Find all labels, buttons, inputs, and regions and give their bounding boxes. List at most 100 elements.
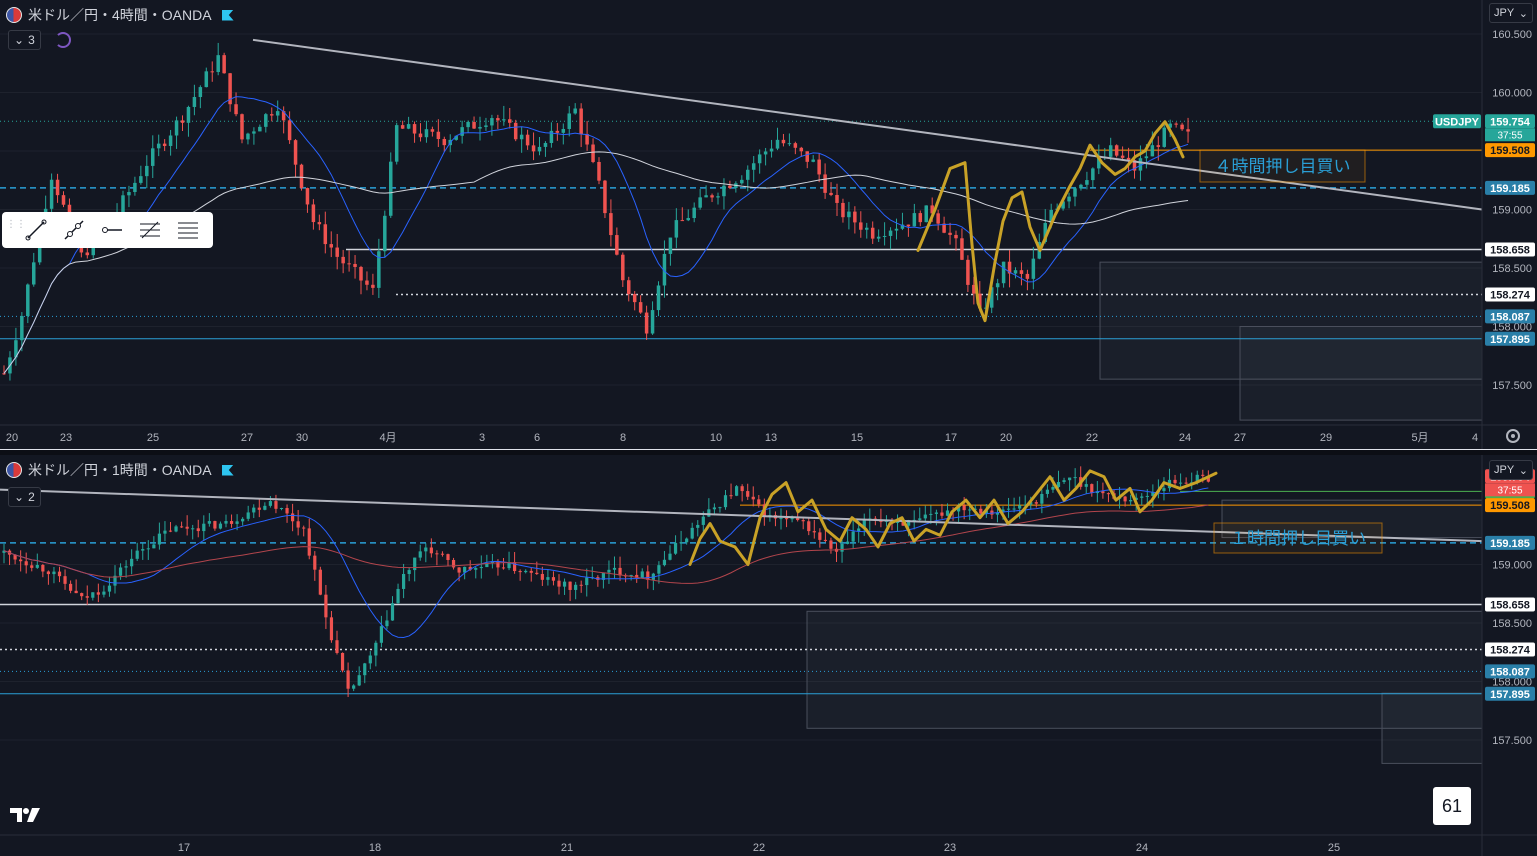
price-tag bbox=[1485, 242, 1535, 257]
candle-body bbox=[168, 530, 173, 532]
drag-handle-icon[interactable]: ⋮⋮ bbox=[6, 219, 26, 230]
candle-body bbox=[629, 574, 633, 576]
indicators-toggle-button[interactable]: ⌄ 3 bbox=[8, 30, 41, 50]
candle-body bbox=[218, 523, 223, 529]
candle-body bbox=[185, 526, 189, 529]
chart-pane-1h[interactable]: １時間押し目買い 159.000 158.500 158.000 157.500 159.… bbox=[0, 455, 1537, 856]
parallel-lines-tool[interactable] bbox=[172, 214, 204, 246]
candle-body bbox=[91, 592, 95, 598]
ray-tool[interactable] bbox=[58, 214, 90, 246]
settings-icon[interactable] bbox=[1506, 429, 1520, 443]
chart-pane-4h[interactable]: ４時間押し目買い160.500160.000159.500159.000158.… bbox=[0, 0, 1537, 449]
currency-button[interactable]: JPY ⌄ bbox=[1489, 3, 1533, 23]
candle-body bbox=[710, 195, 714, 198]
candle-body bbox=[281, 111, 286, 121]
candle-body bbox=[1126, 157, 1131, 161]
candle-body bbox=[222, 55, 226, 74]
candle-body bbox=[1120, 155, 1125, 158]
candle-body bbox=[216, 55, 220, 73]
flag-marker-icon[interactable] bbox=[221, 9, 234, 21]
candle-body bbox=[513, 122, 518, 140]
time-axis-label: 29 bbox=[1320, 432, 1332, 444]
candle-body bbox=[936, 213, 940, 224]
candle-body bbox=[657, 565, 661, 574]
candle-body bbox=[371, 284, 375, 288]
chart-canvas-1h[interactable]: １時間押し目買い 159.000 158.500 158.000 157.500 159.… bbox=[0, 455, 1537, 856]
candle-body bbox=[1001, 509, 1005, 513]
candle-body bbox=[204, 71, 209, 88]
price-tag-label: 157.895 bbox=[1490, 334, 1530, 346]
symbol-legend[interactable]: 米ドル／円・4時間・OANDA bbox=[6, 5, 234, 25]
candle-body bbox=[1085, 180, 1089, 185]
candle-body bbox=[52, 571, 56, 575]
candle-body bbox=[424, 547, 428, 552]
candle-body bbox=[615, 235, 619, 255]
candle-body bbox=[668, 237, 673, 254]
chart-canvas-4h[interactable]: ４時間押し目買い160.500160.000159.500159.000158.… bbox=[0, 0, 1537, 449]
candle-body bbox=[799, 147, 804, 152]
candle-body bbox=[317, 222, 322, 225]
candle-body bbox=[662, 559, 667, 566]
candle-body bbox=[133, 182, 137, 193]
moving-average-slow bbox=[3, 504, 1209, 584]
candle-body bbox=[113, 575, 117, 586]
symbol-title[interactable]: 米ドル／円・1時間・OANDA bbox=[28, 462, 212, 478]
moving-average-fast bbox=[3, 96, 1189, 374]
candle-body bbox=[1001, 261, 1006, 284]
candle-body bbox=[2, 550, 6, 553]
candle-body bbox=[151, 148, 155, 166]
horizontal-ray-icon bbox=[102, 227, 122, 233]
candle-body bbox=[543, 142, 548, 147]
candle-body bbox=[490, 561, 494, 564]
symbol-legend[interactable]: 米ドル／円・1時間・OANDA bbox=[6, 460, 234, 480]
price-tag bbox=[1485, 535, 1535, 550]
indicators-toggle-button[interactable]: ⌄ 2 bbox=[8, 487, 41, 507]
time-axis-label: 21 bbox=[561, 842, 573, 854]
candle-body bbox=[152, 544, 156, 549]
price-axis-label: 160.000 bbox=[1492, 88, 1532, 100]
candle-body bbox=[656, 285, 661, 311]
candle-body bbox=[1056, 482, 1061, 488]
candle-body bbox=[1145, 495, 1149, 497]
annotation-box bbox=[1213, 522, 1383, 554]
candle-body bbox=[787, 143, 792, 145]
candle-body bbox=[531, 145, 536, 152]
candle-body bbox=[258, 126, 262, 132]
horizontal-ray-tool[interactable] bbox=[96, 214, 128, 246]
candle-body bbox=[1018, 505, 1022, 509]
candle-body bbox=[746, 491, 750, 497]
candle-body bbox=[673, 542, 678, 554]
tradingview-logo[interactable] bbox=[8, 805, 42, 825]
chevron-down-icon: ⌄ bbox=[1518, 464, 1528, 477]
candle-body bbox=[718, 507, 722, 509]
sync-icon[interactable] bbox=[54, 32, 71, 48]
candle-body bbox=[1140, 496, 1144, 498]
fib-tool[interactable] bbox=[134, 214, 166, 246]
currency-button[interactable]: JPY ⌄ bbox=[1489, 460, 1533, 480]
candle-body bbox=[435, 553, 439, 555]
candle-body bbox=[186, 106, 191, 123]
price-tag bbox=[1485, 664, 1535, 679]
candle-body bbox=[729, 495, 733, 497]
candle-body bbox=[1179, 482, 1183, 484]
candle-body bbox=[859, 222, 863, 230]
flag-marker-icon[interactable] bbox=[221, 464, 234, 476]
candle-body bbox=[518, 571, 522, 573]
pane-divider[interactable] bbox=[0, 449, 1537, 456]
symbol-title[interactable]: 米ドル／円・4時間・OANDA bbox=[28, 7, 212, 23]
candle-body bbox=[1012, 508, 1016, 510]
candle-body bbox=[707, 509, 711, 517]
candle-body bbox=[763, 151, 768, 155]
candle-body bbox=[906, 224, 911, 227]
candle-body bbox=[597, 161, 601, 181]
candle-body bbox=[1162, 488, 1166, 491]
price-tag-label: 158.274 bbox=[1490, 644, 1531, 656]
candle-body bbox=[1067, 196, 1071, 202]
candle-body bbox=[1029, 502, 1033, 505]
candle-body bbox=[180, 526, 184, 528]
trend-line-tool[interactable] bbox=[20, 214, 52, 246]
candle-body bbox=[285, 508, 289, 514]
price-tag-label: 159.508 bbox=[1490, 145, 1530, 157]
candle-body bbox=[468, 566, 472, 570]
candle-body bbox=[1101, 491, 1105, 494]
